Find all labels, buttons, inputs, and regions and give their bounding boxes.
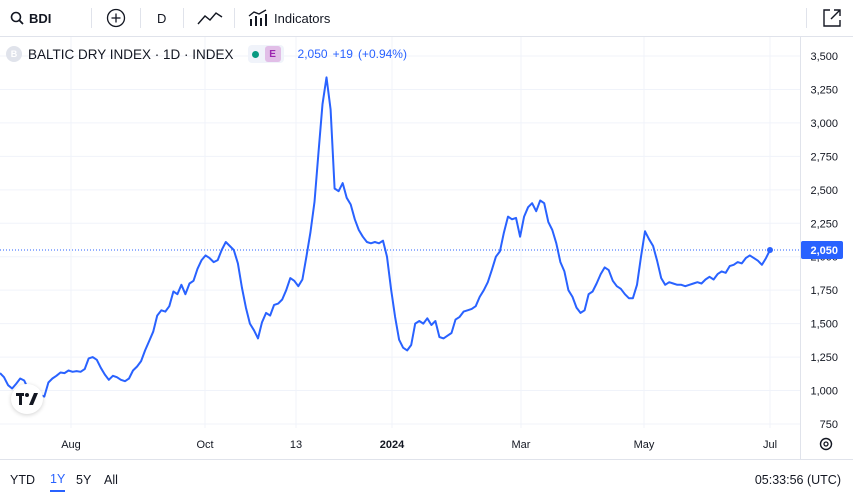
toolbar-separator (234, 8, 235, 28)
last-price-marker (767, 247, 773, 254)
legend-change: +19 (332, 47, 353, 61)
price-axis-label: 2,500 (810, 185, 838, 197)
toolbar-separator (140, 8, 141, 28)
add-symbol-icon (106, 8, 126, 28)
utc-clock[interactable]: 05:33:56 (UTC) (754, 473, 841, 487)
toolbar-separator (91, 8, 92, 28)
range-button-all[interactable]: All (104, 473, 118, 487)
price-axis-label: 3,500 (810, 51, 838, 63)
price-axis-label: 1,750 (810, 285, 838, 297)
range-button-1y[interactable]: 1Y (50, 470, 66, 492)
price-axis-label: 1,250 (810, 352, 838, 364)
time-axis-label: 2024 (380, 439, 405, 451)
toolbar-separator (806, 8, 807, 28)
price-line-series (0, 76, 771, 398)
price-axis-label: 1,500 (810, 319, 838, 331)
compare-symbol-button[interactable] (106, 0, 126, 36)
time-axis-label: 13 (290, 439, 302, 451)
legend-quote: 2,050 +19 (+0.94%) (298, 47, 412, 61)
time-axis-label: Mar (512, 439, 531, 451)
line-chart-icon (197, 12, 223, 25)
current-price-label: 2,050 (810, 245, 838, 257)
popout-button[interactable] (822, 0, 842, 36)
symbol-search-button[interactable]: BDI (10, 0, 51, 36)
price-axis-label: 750 (820, 419, 838, 431)
legend-last-price: 2,050 (297, 47, 328, 61)
top-toolbar: BDI D Indicators (0, 0, 853, 37)
legend-change-pct: (+0.94%) (357, 47, 407, 61)
price-axis-label: 1,000 (810, 386, 838, 398)
settings-gear-icon[interactable] (818, 436, 834, 452)
interval-button[interactable]: D (157, 0, 166, 36)
symbol-logo: B (6, 46, 22, 62)
interval-label: D (157, 10, 167, 26)
market-status-icon[interactable] (251, 50, 259, 58)
range-button-5y[interactable]: 5Y (76, 473, 92, 487)
time-axis-label: Jul (763, 439, 777, 451)
price-axis-label: 3,000 (810, 118, 838, 130)
price-axis-label: 2,750 (810, 151, 838, 163)
price-chart[interactable]: 3,5003,2503,0002,7502,5002,2502,0001,750… (0, 37, 853, 459)
tradingview-logo-icon (16, 393, 38, 405)
indicators-label: Indicators (274, 10, 331, 26)
price-axis-label: 2,250 (810, 218, 838, 230)
chart-legend: B BALTIC DRY INDEX · 1D · INDEX E 2,050 +… (6, 44, 412, 64)
current-price-tag[interactable] (801, 241, 843, 260)
time-axis-label: Oct (196, 439, 213, 451)
symbol-label: BDI (29, 10, 52, 26)
time-axis-label: May (634, 439, 655, 451)
price-axis-label: 3,250 (810, 84, 838, 96)
legend-badges: E (247, 45, 284, 63)
earnings-badge[interactable]: E (264, 46, 281, 62)
toolbar-separator (183, 8, 184, 28)
popout-icon (823, 9, 841, 27)
price-axis-border (800, 37, 801, 459)
chart-style-button[interactable] (197, 0, 223, 36)
legend-title[interactable]: BALTIC DRY INDEX · 1D · INDEX (28, 46, 234, 62)
range-button-ytd[interactable]: YTD (10, 473, 35, 487)
search-icon (10, 11, 24, 25)
indicators-button[interactable]: Indicators (248, 0, 330, 36)
bottom-bar: YTD 1Y 5Y All 05:33:56 (UTC) (0, 459, 853, 502)
indicators-icon (248, 9, 267, 26)
tradingview-logo[interactable] (11, 384, 43, 414)
time-axis-label: Aug (61, 439, 81, 451)
